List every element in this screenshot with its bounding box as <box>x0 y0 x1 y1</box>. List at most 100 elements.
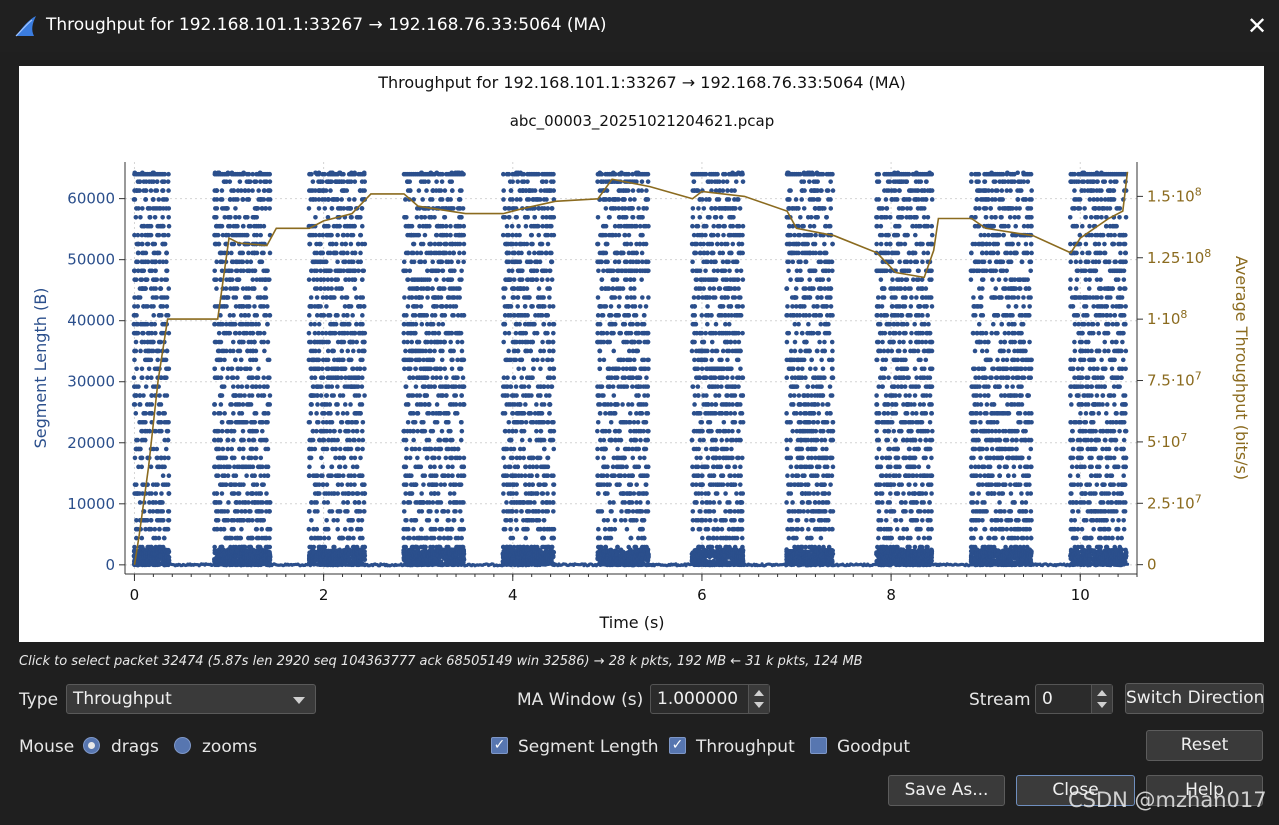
segment-point <box>406 526 411 532</box>
segment-point <box>149 330 155 336</box>
segment-point <box>159 491 164 496</box>
segment-point <box>356 268 361 274</box>
segment-point <box>436 330 442 336</box>
segment-point <box>312 375 318 381</box>
segment-point <box>165 526 171 532</box>
segment-point <box>233 357 238 363</box>
segment-point <box>241 223 246 229</box>
segment-point <box>417 393 423 398</box>
segment-point <box>164 277 170 282</box>
segment-point <box>265 304 270 309</box>
segment-point <box>341 171 346 177</box>
throughput-chart[interactable]: Throughput for 192.168.101.1:33267 → 192… <box>19 66 1264 642</box>
segment-point <box>413 366 418 372</box>
segment-point <box>407 188 413 193</box>
segment-point <box>218 357 224 363</box>
segment-point <box>267 535 272 541</box>
segment-point <box>160 188 166 193</box>
segment-point <box>133 277 139 282</box>
segment-point <box>166 517 172 523</box>
segment-point <box>246 437 252 443</box>
close-icon[interactable]: ✕ <box>1246 12 1268 40</box>
segment-point <box>325 357 331 363</box>
segment-point <box>154 295 159 300</box>
segment-point <box>340 473 346 479</box>
segment-point <box>237 179 243 184</box>
segment-point <box>232 330 238 336</box>
segment-point <box>214 188 220 193</box>
segment-point <box>314 500 319 505</box>
segment-point <box>160 214 165 220</box>
segment-point <box>223 455 229 461</box>
segment-point <box>315 509 320 514</box>
segment-point <box>156 232 162 238</box>
segment-point <box>432 455 437 461</box>
segment-point <box>149 375 154 381</box>
segment-point <box>254 250 260 256</box>
segment-point <box>150 339 156 345</box>
segment-point <box>361 339 367 345</box>
segment-point <box>306 330 312 336</box>
segment-point <box>250 517 255 523</box>
segment-point <box>342 402 348 407</box>
segment-point <box>137 188 143 193</box>
segment-point <box>414 544 420 550</box>
segment-point <box>224 304 229 309</box>
segment-point <box>342 561 348 566</box>
segment-point <box>352 250 358 256</box>
segment-point <box>307 464 312 470</box>
segment-point <box>352 277 358 282</box>
segment-point <box>434 179 439 184</box>
segment-point <box>340 535 346 541</box>
segment-point <box>156 557 162 563</box>
segment-point <box>354 339 360 345</box>
segment-point <box>164 375 169 381</box>
segment-point <box>359 277 365 282</box>
segment-point <box>153 535 158 541</box>
segment-point <box>414 286 420 291</box>
segment-point <box>131 197 137 202</box>
segment-point <box>237 330 242 336</box>
segment-point <box>244 384 250 389</box>
segment-point <box>360 313 365 318</box>
segment-point <box>335 313 340 318</box>
segment-point <box>142 437 148 443</box>
segment-point <box>339 286 344 291</box>
segment-point <box>165 550 171 556</box>
segment-point <box>361 500 367 505</box>
segment-point <box>253 348 259 354</box>
segment-point <box>311 544 317 550</box>
plot-area[interactable]: Throughput for 192.168.101.1:33267 → 192… <box>19 66 1264 642</box>
segment-point <box>158 428 164 434</box>
y-tick-label: 30000 <box>67 373 115 391</box>
segment-point <box>432 464 437 470</box>
segment-point <box>158 419 164 425</box>
segment-point <box>160 509 166 514</box>
segment-point <box>429 197 435 202</box>
segment-point <box>162 241 168 247</box>
segment-point <box>419 295 425 300</box>
segment-point <box>427 223 432 229</box>
segment-point <box>166 419 171 425</box>
segment-point <box>238 535 244 541</box>
segment-point <box>159 455 164 461</box>
segment-point <box>407 366 413 372</box>
segment-point <box>138 446 143 452</box>
segment-point <box>216 330 222 336</box>
segment-point <box>401 330 407 336</box>
segment-point <box>242 313 247 318</box>
segment-point <box>148 223 154 229</box>
segment-point <box>327 313 333 318</box>
segment-point <box>235 375 240 381</box>
segment-point <box>246 250 251 256</box>
segment-point <box>148 188 154 193</box>
segment-point <box>139 366 145 372</box>
segment-point <box>163 446 169 452</box>
segment-point <box>166 171 171 177</box>
segment-point <box>352 455 358 461</box>
segment-point <box>343 241 348 247</box>
segment-point <box>306 526 312 532</box>
segment-point <box>428 348 433 354</box>
segment-point <box>314 295 320 300</box>
segment-point <box>359 375 365 381</box>
